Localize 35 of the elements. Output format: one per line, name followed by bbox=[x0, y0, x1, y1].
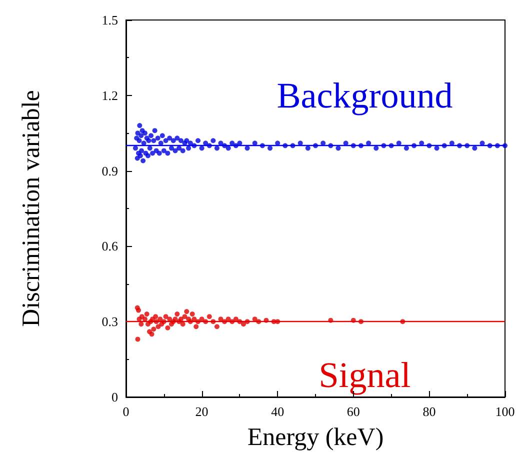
y-tick-label: 0.6 bbox=[102, 238, 118, 254]
point bbox=[240, 322, 246, 327]
point bbox=[151, 326, 156, 332]
point bbox=[136, 308, 142, 313]
point bbox=[147, 329, 152, 334]
y-tick-label: 0.9 bbox=[102, 163, 118, 178]
x-tick-label: 60 bbox=[346, 404, 360, 419]
series-label: Signal bbox=[318, 355, 411, 396]
point bbox=[138, 322, 144, 327]
y-tick-label: 0.3 bbox=[102, 314, 118, 330]
point bbox=[180, 322, 186, 327]
point bbox=[165, 325, 170, 330]
y-tick-label: 1.2 bbox=[102, 88, 118, 103]
point bbox=[190, 312, 195, 317]
point bbox=[182, 314, 188, 320]
point bbox=[156, 324, 161, 330]
point bbox=[206, 314, 212, 320]
x-axis-title: Energy (keV) bbox=[247, 424, 384, 451]
x-tick-label: 0 bbox=[122, 404, 130, 419]
point bbox=[135, 336, 140, 342]
y-tick-label: 0 bbox=[112, 390, 118, 404]
point bbox=[184, 309, 190, 314]
x-tick-label: 40 bbox=[271, 404, 284, 419]
point bbox=[214, 324, 220, 330]
point bbox=[163, 314, 168, 320]
series-label: Background bbox=[276, 76, 453, 116]
point bbox=[194, 324, 199, 330]
point bbox=[174, 312, 180, 317]
y-axis-title: Discrimination variable bbox=[18, 90, 45, 327]
x-tick-label: 100 bbox=[495, 404, 515, 419]
x-tick-label: 80 bbox=[422, 404, 436, 419]
y-tick-label: 1.5 bbox=[102, 12, 118, 28]
point bbox=[144, 312, 150, 317]
point bbox=[153, 314, 158, 320]
x-tick-label: 20 bbox=[195, 404, 208, 419]
